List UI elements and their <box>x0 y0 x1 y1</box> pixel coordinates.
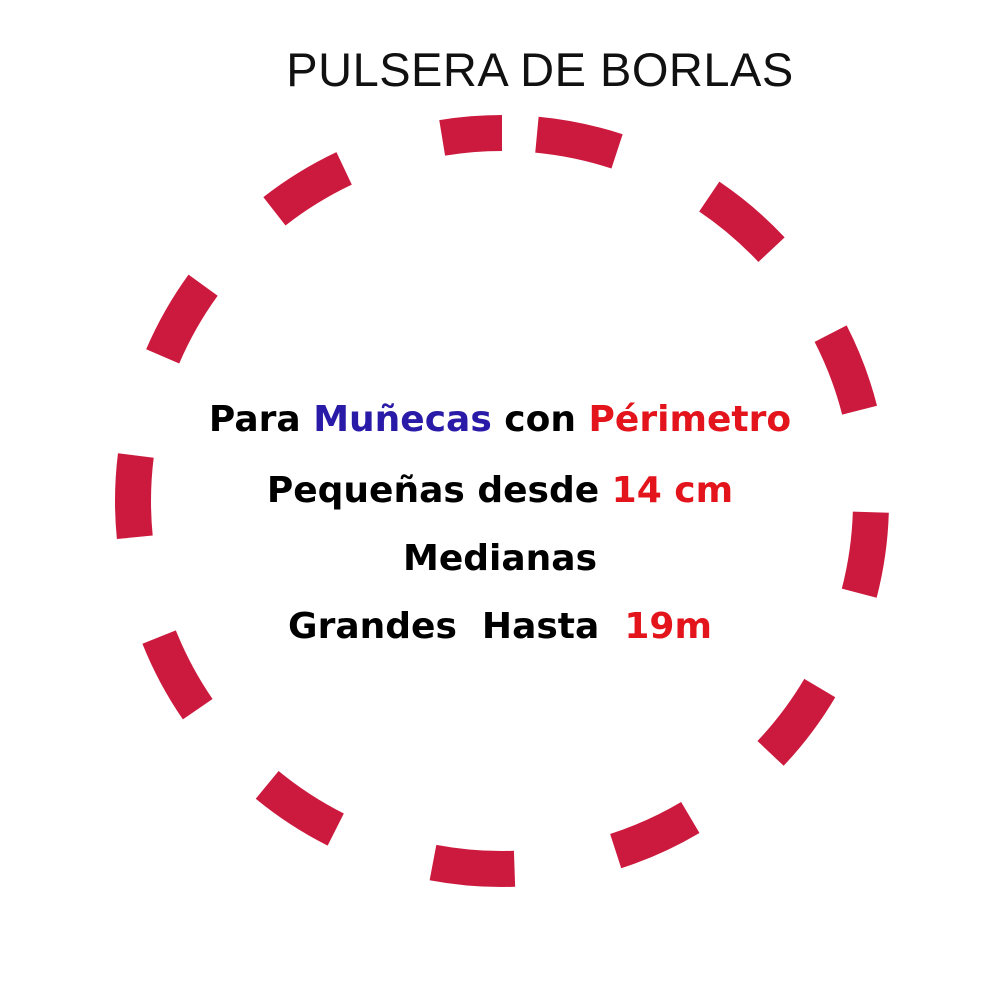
line3-part1: Medianas <box>403 538 597 579</box>
line-large: Grandes Hasta 19m <box>0 605 1000 649</box>
line1-perimetro: Périmetro <box>588 399 792 440</box>
line1-part1: Para <box>208 399 314 440</box>
line1-part3: con <box>491 399 589 440</box>
line-small: Pequeñas desde 14 cm <box>0 469 1000 513</box>
page-title: PULSERA DE BORLAS <box>286 43 794 96</box>
dashed-ring-stroke <box>115 115 889 887</box>
line-perimeter: Para Muñecas con Périmetro <box>0 398 1000 442</box>
line4-max-size: 19m <box>624 606 712 647</box>
line2-min-size: 14 cm <box>611 470 734 511</box>
line-medium: Medianas <box>0 537 1000 581</box>
line2-part1: Pequeñas desde <box>266 470 612 511</box>
line4-part1: Grandes Hasta <box>288 606 625 647</box>
line1-munecas: Muñecas <box>313 399 492 440</box>
